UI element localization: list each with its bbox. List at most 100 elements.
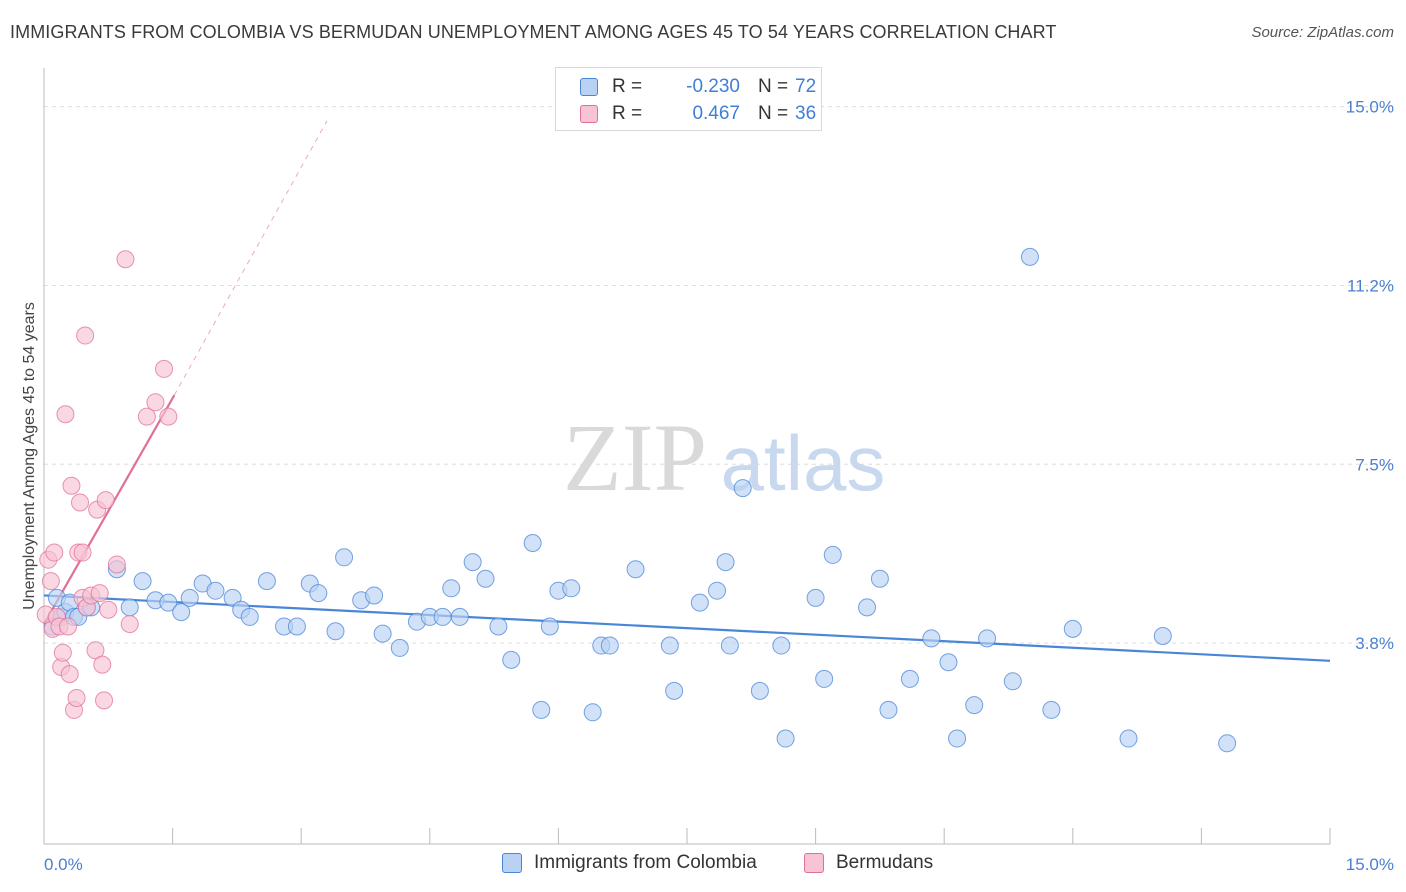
point-colombia [776,729,795,748]
trend-line-bermudans [43,394,176,625]
point-bermudans [62,476,81,495]
point-colombia [1042,700,1061,719]
point-colombia [660,636,679,655]
watermark-zip: ZIP [563,404,707,511]
point-colombia [172,603,191,622]
point-colombia [365,586,384,605]
point-colombia [1003,672,1022,691]
y-tick-label: 11.2% [1347,276,1394,295]
point-colombia [1020,247,1039,266]
point-colombia [1218,734,1237,753]
x-tick-label-max: 15.0% [1346,855,1394,874]
point-colombia [257,572,276,591]
series-bermudans-points [36,250,178,719]
legend-n-label: N = [758,103,789,124]
legend-n-value-colombia: 72 [795,76,817,97]
point-colombia [463,553,482,572]
point-bermudans [71,493,90,512]
point-bermudans [67,689,86,707]
point-bermudans [93,655,112,674]
point-colombia [373,624,392,643]
trend-line-bermudans-extension [173,120,328,396]
point-colombia [562,579,581,598]
point-colombia [326,622,345,641]
point-bermudans [76,326,95,345]
point-colombia [772,636,791,655]
point-colombia [858,598,877,617]
point-colombia [502,650,521,669]
point-bermudans [159,407,178,426]
correlation-legend: R = -0.230 N = 72 R = 0.467 N = 36 [555,67,822,131]
point-colombia [433,607,452,626]
point-colombia [489,617,508,636]
chart-title: IMMIGRANTS FROM COLOMBIA VS BERMUDAN UNE… [10,22,1057,42]
legend-label-colombia: Immigrants from Colombia [534,852,757,873]
point-bermudans [99,600,118,619]
point-colombia [287,617,306,636]
point-colombia [476,569,495,588]
point-colombia [978,629,997,648]
point-colombia [309,584,328,603]
y-tick-label: 3.8% [1355,634,1394,653]
chart-source: Source: ZipAtlas.com [1251,24,1394,41]
legend-swatch-colombia [502,853,522,873]
tick-labels: 0.0% 15.0% 3.8% 7.5% 11.2% 15.0% [44,98,1394,874]
point-bermudans [120,615,139,634]
y-tick-label: 7.5% [1355,455,1394,474]
point-colombia [720,636,739,655]
legend-swatch-bermudans [580,105,598,123]
point-bermudans [56,405,75,424]
point-colombia [120,598,139,617]
point-colombia [870,569,889,588]
trend-lines [43,120,1331,662]
point-colombia [159,593,178,612]
point-colombia [523,534,542,552]
point-bermudans [53,643,72,662]
point-colombia [965,696,984,715]
legend-r-label: R = [612,76,643,97]
point-colombia [1119,729,1138,748]
point-bermudans [96,491,115,510]
point-colombia [583,703,602,722]
point-bermudans [60,665,79,684]
point-colombia [206,581,225,600]
y-tick-label: 15.0% [1346,98,1394,117]
legend-swatch-bermudans [804,853,824,873]
point-colombia [133,572,152,591]
axes [43,68,1331,845]
point-colombia [240,607,259,626]
legend-n-label: N = [758,76,789,97]
point-colombia [922,629,941,648]
point-colombia [665,681,684,700]
point-colombia [335,548,354,567]
point-colombia [939,653,958,672]
point-colombia [1063,619,1082,638]
point-colombia [716,553,735,572]
point-bermudans [41,572,60,591]
point-bermudans [59,617,78,636]
point-colombia [733,479,752,498]
series-colombia-points [43,247,1237,753]
legend-n-value-bermudans: 36 [795,103,817,124]
point-colombia [708,581,727,600]
point-colombia [1153,627,1172,645]
point-colombia [442,579,461,598]
point-colombia [900,669,919,688]
trend-line-colombia [43,594,1331,662]
point-colombia [532,700,551,719]
point-bermudans [45,543,64,562]
point-bermudans [95,691,114,710]
point-colombia [690,593,709,612]
legend-r-label: R = [612,103,643,124]
point-colombia [540,617,559,636]
point-colombia [879,700,898,719]
point-colombia [626,560,645,579]
x-tick-label-min: 0.0% [44,855,83,874]
point-colombia [806,588,825,607]
point-colombia [750,681,769,700]
point-colombia [823,545,842,564]
point-colombia [180,588,199,607]
legend-r-value-bermudans: 0.467 [692,103,740,124]
point-colombia [390,638,409,657]
legend-r-value-colombia: -0.230 [686,76,740,97]
